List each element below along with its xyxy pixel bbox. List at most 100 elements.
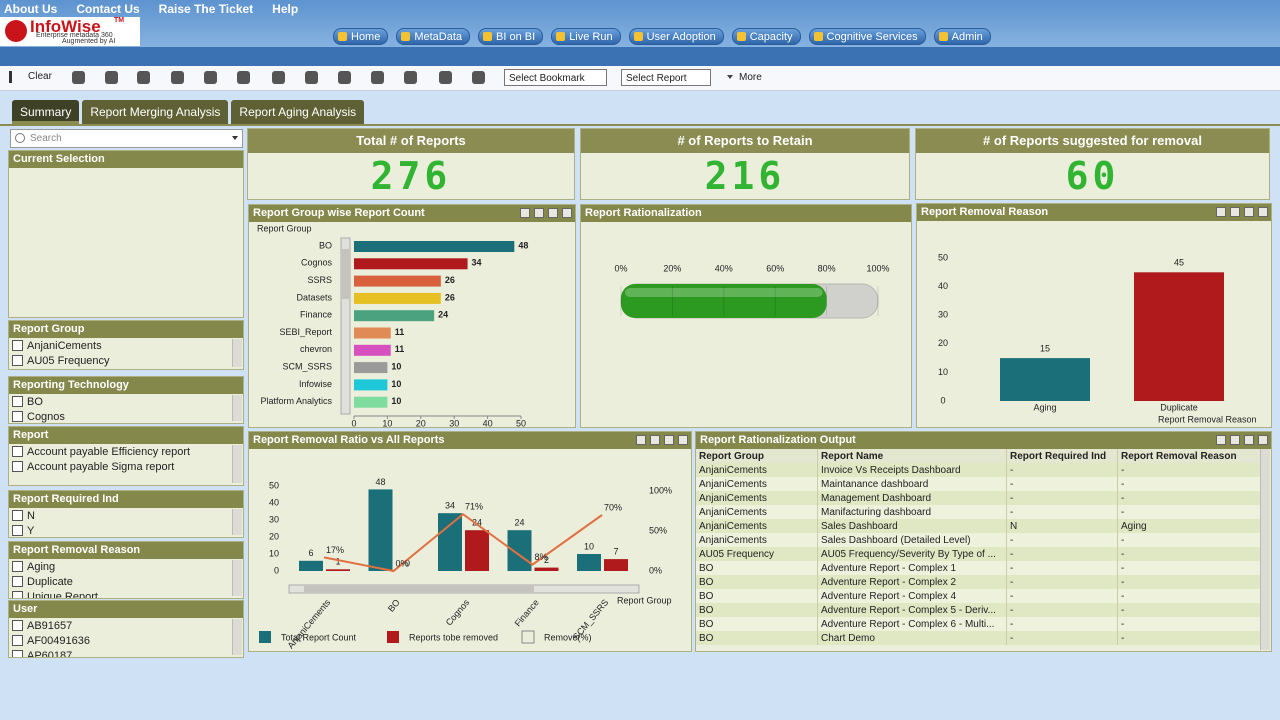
filter-item[interactable]: Y <box>9 523 243 537</box>
value-label: 10 <box>391 396 401 406</box>
column-header: Report Name <box>817 449 1007 463</box>
nav-button[interactable]: Cognitive Services <box>808 28 926 45</box>
nav-button[interactable]: Live Run <box>551 28 621 45</box>
y-tick-label: 40 <box>938 281 948 291</box>
table-row[interactable]: AnjaniCements Management Dashboard - - <box>696 491 1261 505</box>
toolbar-icon[interactable] <box>371 71 384 84</box>
filter-item[interactable]: Account payable Sigma report <box>9 459 243 474</box>
more-button[interactable]: More <box>739 72 762 83</box>
nav-button[interactable]: Admin <box>933 28 991 45</box>
filter-item[interactable]: BO <box>9 394 243 409</box>
toolbar-icon[interactable] <box>237 71 250 84</box>
filter-title: Report Required Ind <box>9 491 243 508</box>
chart-body: Report Group BO 48 Cognos 34 SSRS 26 Datasets 26… <box>249 222 575 427</box>
toolbar-icon[interactable] <box>338 71 351 84</box>
filter-item[interactable]: AnjaniCements <box>9 338 243 353</box>
top-link[interactable]: Contact Us <box>76 2 140 16</box>
column-header: Report Removal Reason <box>1117 449 1261 463</box>
table-row[interactable]: BO Adventure Report - Complex 5 - Deriv..… <box>696 603 1261 617</box>
nav-button[interactable]: BI on BI <box>478 28 544 45</box>
nav-button[interactable]: MetaData <box>396 28 471 45</box>
table-row[interactable]: BO Adventure Report - Complex 6 - Multi..… <box>696 617 1261 631</box>
kpi-value: 276 <box>370 154 452 198</box>
tab[interactable]: Summary <box>12 100 80 124</box>
filter-title: Report <box>9 427 243 444</box>
nav-icon <box>483 32 493 41</box>
clear-icon <box>9 71 12 83</box>
table-cell: Invoice Vs Receipts Dashboard <box>817 463 1007 477</box>
category-label: Datasets <box>296 292 332 302</box>
table-cell: BO <box>696 589 818 603</box>
tab[interactable]: Report Aging Analysis <box>231 100 365 124</box>
title: Report Group wise Report Count <box>253 207 425 219</box>
output-table: Report Group Report Name Report Required I… <box>696 449 1261 645</box>
value-label: 10 <box>391 361 401 371</box>
nav-button[interactable]: Home <box>333 28 389 45</box>
toolbar-icon[interactable] <box>272 71 285 84</box>
table-row[interactable]: BO Adventure Report - Complex 1-- <box>696 561 1261 575</box>
y-tick-label: 50 <box>938 252 948 262</box>
toolbar-icon[interactable] <box>404 71 417 84</box>
table-row[interactable]: AnjaniCements Maintanance dashboard - - <box>696 477 1261 491</box>
filter-item[interactable]: AF00491636 <box>9 633 243 648</box>
bar <box>326 569 350 571</box>
filter-item[interactable]: Cognos <box>9 409 243 423</box>
nav-button[interactable]: Capacity <box>731 28 801 45</box>
table-row[interactable]: AnjaniCements Sales Dashboard N Aging <box>696 519 1261 533</box>
nav-icon <box>938 32 948 41</box>
filter-item[interactable]: Aging <box>9 559 243 574</box>
table-row[interactable]: BO Adventure Report - Complex 4-- <box>696 589 1261 603</box>
toolbar-icon[interactable] <box>105 71 118 84</box>
filter-item[interactable]: Unique Report <box>9 589 243 598</box>
kpi-card: # of Reports suggested for removal 60 <box>915 128 1270 200</box>
nav-button[interactable]: User Adoption <box>628 28 724 45</box>
bookmark-select[interactable]: Select Bookmark <box>504 69 607 86</box>
item-label: AB91657 <box>27 619 73 632</box>
kpi-title: # of Reports to Retain <box>581 129 909 153</box>
top-link[interactable]: Help <box>272 2 299 16</box>
top-link[interactable]: Raise The Ticket <box>158 2 254 16</box>
filter-item[interactable]: Duplicate <box>9 574 243 589</box>
toolbar-icon[interactable] <box>204 71 217 84</box>
table-cell: AnjaniCements <box>696 519 818 533</box>
checkbox <box>12 591 23 598</box>
filter-item[interactable]: AU05 Frequency <box>9 353 243 368</box>
value-label: 26 <box>445 275 455 285</box>
filter-item[interactable]: N <box>9 508 243 523</box>
panel-icons <box>636 435 688 445</box>
table-row[interactable]: AnjaniCements Invoice Vs Receipts Dashboa… <box>696 463 1261 477</box>
title: Report Removal Reason <box>921 206 1049 218</box>
kpi-value: 216 <box>704 154 786 198</box>
table-cell: Sales Dashboard (Detailed Level) <box>817 533 1007 547</box>
toolbar-icon[interactable] <box>171 71 184 84</box>
report-select[interactable]: Select Report <box>621 69 711 86</box>
value-label: 24 <box>472 518 482 528</box>
toolbar-icon[interactable] <box>472 71 485 84</box>
bar <box>354 362 388 374</box>
value-label: 6 <box>308 548 313 558</box>
toolbar-icon[interactable] <box>439 71 452 84</box>
table-row[interactable]: BO Chart Demo - - <box>696 631 1261 645</box>
tab[interactable]: Report Merging Analysis <box>82 100 229 124</box>
bar <box>354 396 388 408</box>
value-label: 7 <box>613 546 618 556</box>
table-row[interactable]: BO Adventure Report - Complex 2-- <box>696 575 1261 589</box>
toolbar-icon[interactable] <box>305 71 318 84</box>
toolbar-icon[interactable] <box>72 71 85 84</box>
toolbar-icon[interactable] <box>137 71 150 84</box>
bar <box>354 344 391 356</box>
clear-button[interactable]: Clear <box>28 71 52 82</box>
header-row: Report Group Report Name Report Required I… <box>696 449 1261 463</box>
top-link[interactable]: About Us <box>4 2 58 16</box>
legend-swatch <box>521 630 535 644</box>
table-row[interactable]: AnjaniCements Sales Dashboard (Detailed L… <box>696 533 1261 547</box>
filter-item[interactable]: AB91657 <box>9 618 243 633</box>
search-box[interactable]: Search <box>10 129 243 148</box>
filter-item[interactable]: AP60187 <box>9 648 243 657</box>
logo-tagline: Enterprise metadata 360 <box>36 32 113 39</box>
filter-item[interactable]: Account payable Efficiency report <box>9 444 243 459</box>
category-label: BO <box>319 240 332 250</box>
table-cell: - <box>1117 477 1261 491</box>
table-row[interactable]: AU05 Frequency AU05 Frequency/Severity By… <box>696 547 1261 561</box>
table-row[interactable]: AnjaniCements Manifacturing dashboard - - <box>696 505 1261 519</box>
